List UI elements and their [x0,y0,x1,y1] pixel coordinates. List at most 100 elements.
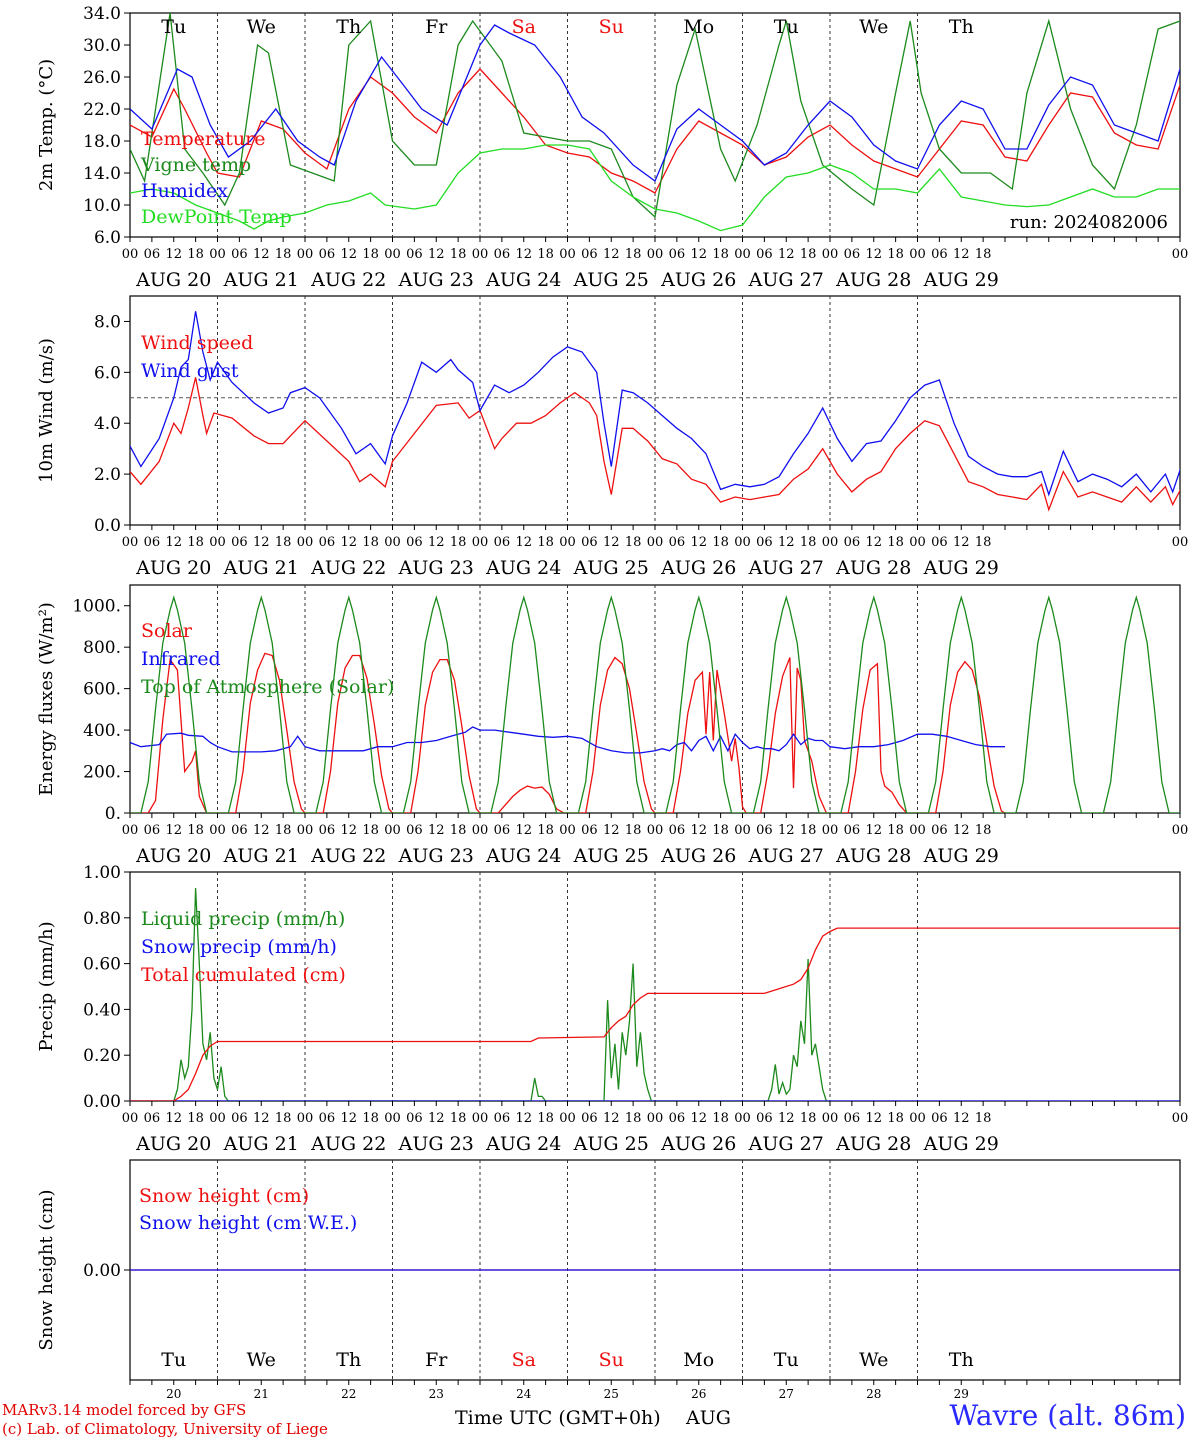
hour-tick-label: 18 [275,247,292,262]
y-tick-label: 4.0 [94,414,121,434]
hour-tick-label: 12 [690,823,707,838]
hour-tick-label: 12 [428,823,445,838]
hour-tick-label: 18 [537,247,554,262]
hour-tick-label: 00 [297,1111,314,1126]
hour-tick-label: 18 [275,535,292,550]
hour-tick-label: 12 [865,535,882,550]
weekday-label: Th [336,1349,361,1371]
hour-tick-label: 18 [800,535,817,550]
y-tick-label: 18.0 [83,132,121,152]
hour-tick-label: 18 [275,823,292,838]
y-tick-label: 200. [83,763,121,783]
hour-tick-label: 12 [253,535,270,550]
day-label: AUG 29 [923,557,999,579]
day-label: AUG 24 [485,845,561,867]
weekday-label: Su [599,1349,624,1371]
hour-tick-label: 06 [231,247,248,262]
hour-tick-label: 00 [384,823,401,838]
hour-tick-label: 06 [319,1111,336,1126]
hour-tick-label: 00 [822,247,839,262]
hour-tick-label: 18 [712,1111,729,1126]
weekday-label: Sa [512,1349,536,1371]
hour-tick-label: 06 [931,1111,948,1126]
hour-tick-label: 12 [165,535,182,550]
hour-tick-label: 18 [625,535,642,550]
day-label: AUG 27 [748,1133,824,1155]
hour-tick-label: 06 [844,535,861,550]
hour-tick-label: 06 [144,247,161,262]
day-label: AUG 21 [223,1133,299,1155]
hour-tick-label: 18 [362,535,379,550]
legend-entry: Snow height (cm) [139,1185,309,1207]
hour-tick-label: 12 [340,535,357,550]
hour-tick-label: 12 [515,535,532,550]
hour-tick-label: 00 [647,535,664,550]
hour-tick-label: 00 [122,1111,139,1126]
hour-tick-label: 12 [778,535,795,550]
hour-tick-label: 06 [669,1111,686,1126]
hour-tick-label: 00 [734,1111,751,1126]
hour-tick-label: 00 [209,247,226,262]
hour-tick-label: 00 [734,247,751,262]
hour-tick-label: 06 [494,247,511,262]
hour-tick-label: 06 [669,823,686,838]
legend-entry: Total cumulated (cm) [141,964,346,986]
day-label: AUG 27 [748,845,824,867]
hour-tick-label: 12 [778,823,795,838]
day-label: AUG 22 [310,557,386,579]
hour-tick-label: 06 [494,535,511,550]
hour-tick-label: 12 [953,535,970,550]
hour-tick-label: 12 [603,247,620,262]
model-credit: MARv3.14 model forced by GFS [2,1401,247,1419]
hour-tick-label: 12 [253,247,270,262]
hour-tick-label: 18 [362,1111,379,1126]
weekday-label: Fr [425,1349,448,1371]
series-line [130,24,1180,183]
y-axis-title: Precip (mm/h) [36,921,57,1051]
hour-tick-label: 06 [494,1111,511,1126]
hour-tick-label: 12 [340,247,357,262]
hour-tick-label: 18 [362,247,379,262]
hour-tick-label: 06 [756,823,773,838]
series-line [130,144,1180,232]
day-number: 29 [954,1387,969,1401]
hour-tick-label: 18 [975,1111,992,1126]
hour-tick-label: 12 [253,1111,270,1126]
hour-tick-label: 00 [1172,535,1189,550]
y-tick-label: 0.60 [83,955,121,975]
y-tick-label: 400. [83,721,121,741]
y-tick-label: 0.40 [83,1000,121,1020]
hour-tick-label: 06 [231,823,248,838]
y-axis-title: Energy fluxes (W/m²) [36,602,57,796]
y-axis-title: 10m Wind (m/s) [36,338,57,483]
day-label: AUG 23 [398,845,474,867]
hour-tick-label: 18 [800,247,817,262]
legend-entry: Snow precip (mm/h) [141,936,337,958]
hour-tick-label: 06 [406,823,423,838]
series-line [130,652,1006,813]
day-label: AUG 25 [573,269,649,291]
y-tick-label: 600. [83,680,121,700]
hour-tick-label: 00 [909,823,926,838]
hour-tick-label: 00 [122,823,139,838]
hour-tick-label: 12 [865,247,882,262]
hour-tick-label: 18 [712,823,729,838]
day-label: AUG 22 [310,1133,386,1155]
hour-tick-label: 18 [887,535,904,550]
day-number: 20 [166,1387,181,1401]
legend-entry: Wind gust [141,360,239,382]
hour-tick-label: 06 [844,247,861,262]
y-tick-label: 6.0 [94,363,121,383]
hour-tick-label: 06 [406,535,423,550]
hour-tick-label: 06 [581,247,598,262]
hour-tick-label: 12 [603,535,620,550]
hour-tick-label: 00 [122,247,139,262]
day-label: AUG 27 [748,269,824,291]
day-label: AUG 21 [223,557,299,579]
legend-entry: Liquid precip (mm/h) [141,908,345,930]
day-number: 23 [429,1387,444,1401]
hour-tick-label: 00 [384,1111,401,1126]
hour-tick-label: 12 [603,1111,620,1126]
hour-tick-label: 00 [734,823,751,838]
hour-tick-label: 18 [187,535,204,550]
